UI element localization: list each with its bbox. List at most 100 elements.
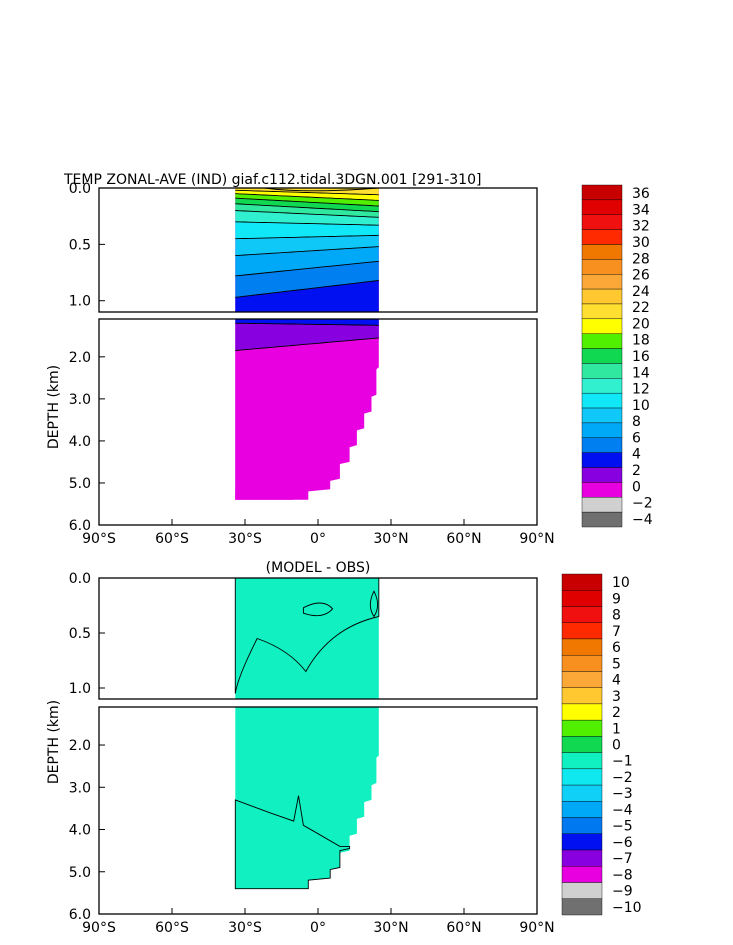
colorbar-label: −5: [612, 819, 633, 835]
x-tick-label: 60°S: [155, 920, 189, 936]
chart-temperature: TEMP ZONAL-AVE (IND) giaf.c112.tidal.3DG…: [46, 172, 653, 547]
colorbar-label: 4: [612, 673, 621, 689]
x-tick-label: 90°N: [519, 920, 554, 936]
colorbar-swatch: [581, 184, 623, 201]
contour-line: [235, 279, 379, 298]
colorbar-swatch: [561, 622, 603, 640]
x-tick-label: 60°N: [446, 531, 481, 547]
colorbar-label: 5: [612, 656, 621, 672]
colorbar-swatch: [581, 497, 623, 513]
colorbar-swatch: [561, 736, 603, 753]
chart-title: TEMP ZONAL-AVE (IND) giaf.c112.tidal.3DG…: [63, 172, 481, 188]
colorbar-label: 1: [612, 721, 621, 737]
colorbar-swatch: [561, 719, 603, 737]
colorbar-swatch: [561, 898, 603, 916]
colorbar-label: 7: [612, 624, 621, 640]
colorbar-swatch: [561, 671, 603, 688]
colorbar-swatch: [561, 606, 603, 623]
x-tick-label: 60°N: [446, 920, 481, 936]
colorbar-swatch: [581, 259, 623, 275]
upper-panel-fill: [234, 578, 380, 699]
y-tick-label: 5.0: [69, 865, 91, 881]
colorbar-swatch: [561, 833, 603, 851]
colorbar-label: −9: [612, 884, 633, 900]
colorbar-swatch: [581, 467, 623, 483]
x-tick-label: 90°S: [82, 920, 116, 936]
contour-band: [235, 246, 379, 276]
y-tick-label: 5.0: [69, 476, 91, 492]
colorbar-swatch: [581, 482, 623, 498]
colorbar-label: −4: [612, 802, 633, 818]
colorbar-label: 10: [612, 575, 630, 591]
colorbar-label: −6: [612, 835, 633, 851]
chart-title: (MODEL - OBS): [266, 560, 371, 576]
colorbar-swatch: [581, 422, 623, 438]
colorbar-swatch: [561, 801, 603, 818]
colorbar-swatch: [581, 378, 623, 394]
x-tick-label: 30°N: [373, 531, 408, 547]
colorbar-swatch: [561, 573, 603, 591]
contour-band: [235, 337, 379, 500]
colorbar-swatch: [581, 407, 623, 424]
colorbar-swatch: [581, 274, 623, 290]
y-tick-label: 0.0: [69, 181, 91, 197]
colorbar-label: 18: [632, 333, 650, 349]
contour-band: [235, 210, 379, 226]
contour-line: [235, 203, 379, 213]
colorbar-swatch: [581, 511, 623, 528]
contour-line: [235, 189, 379, 196]
colorbar-label: 2: [632, 463, 641, 479]
colorbar-swatch: [561, 703, 603, 721]
colorbar-label: 8: [612, 608, 621, 624]
colorbar-label: 30: [632, 235, 650, 251]
contour-line: [235, 337, 379, 351]
colorbar-swatch: [561, 882, 603, 899]
contour-band: [235, 261, 379, 298]
colorbar-label: −2: [612, 770, 633, 786]
colorbar-label: 36: [632, 186, 650, 202]
contour-band: [234, 578, 380, 694]
contour-band: [235, 221, 379, 239]
colorbar-swatch: [561, 590, 603, 607]
chart-model-minus-obs: (MODEL - OBS) DEPTH (km) 0.0 0.5 1.0 2.0 3.0…: [46, 560, 642, 936]
contour-band: [235, 323, 379, 351]
contour-band: [369, 590, 379, 618]
colorbar-swatch: [581, 229, 623, 245]
colorbar-swatch: [561, 687, 603, 705]
contour-line: [235, 260, 379, 277]
contour-band: [235, 190, 379, 201]
colorbar-swatch: [581, 363, 623, 379]
colorbar-swatch: [561, 638, 603, 656]
contour-band: [235, 578, 379, 699]
y-tick-label: 3.0: [69, 780, 91, 796]
colorbar-swatch: [581, 318, 623, 334]
colorbar-label: 0: [632, 479, 641, 495]
contour-band: [235, 707, 379, 889]
colorbar-label: 6: [612, 640, 621, 656]
contour-band: [234, 795, 351, 890]
contour-band: [302, 602, 334, 617]
colorbar-swatch: [581, 437, 623, 453]
colorbar-label: 20: [632, 316, 650, 332]
contour-line: [235, 234, 379, 240]
colorbar-swatch: [581, 214, 623, 230]
upper-panel-frame: [98, 577, 538, 700]
contour-band: [235, 203, 379, 218]
contour-line: [235, 246, 379, 257]
colorbar-label: 28: [632, 251, 650, 267]
contour-band: [235, 198, 379, 212]
contour-line: [235, 322, 379, 326]
colorbar-label: 32: [632, 219, 650, 235]
colorbar-swatch: [561, 752, 603, 770]
y-axis-label: DEPTH (km): [46, 365, 62, 449]
colorbar-label: −4: [632, 512, 653, 528]
x-tick-label: 60°S: [155, 531, 189, 547]
y-tick-label: 2.0: [69, 738, 91, 754]
colorbar-label: −2: [632, 496, 653, 512]
colorbar-label: 26: [632, 268, 650, 284]
colorbar-label: 24: [632, 284, 650, 300]
x-tick-label: 0°: [310, 920, 326, 936]
contour-line: [235, 221, 379, 226]
colorbar-label: −3: [612, 786, 633, 802]
lower-panel-fill: [234, 707, 379, 890]
